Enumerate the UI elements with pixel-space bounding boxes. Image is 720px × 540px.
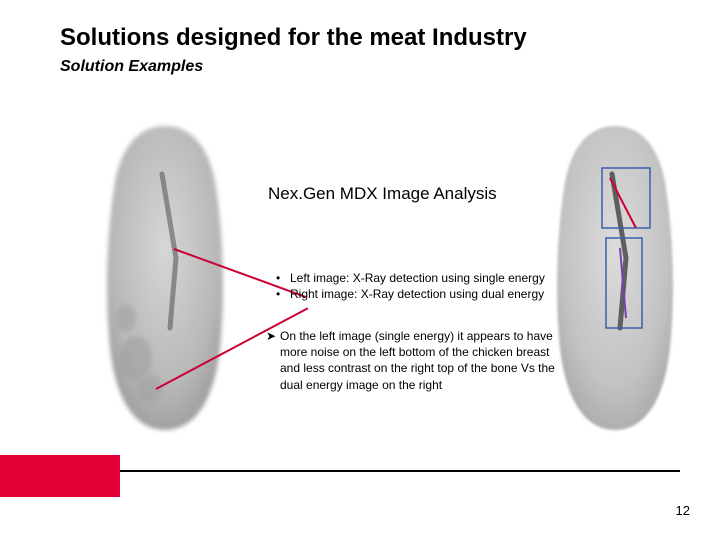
footer-rule [120, 470, 680, 472]
figure-left-single-energy [90, 118, 240, 438]
observation-note: ➤ On the left image (single energy) it a… [266, 328, 556, 393]
bullet-icon: • [276, 286, 290, 302]
brand-accent-block [0, 455, 120, 497]
bullet-text: Right image: X-Ray detection using dual … [290, 286, 544, 302]
figure-right-dual-energy [540, 118, 690, 438]
meat-outline [557, 126, 673, 430]
bullet-text: Left image: X-Ray detection using single… [290, 270, 545, 286]
page-title: Solutions designed for the meat Industry [60, 24, 527, 52]
noise-blob [116, 304, 136, 332]
list-item: • Right image: X-Ray detection using dua… [276, 286, 545, 302]
note-text: On the left image (single energy) it app… [280, 328, 556, 393]
list-item: • Left image: X-Ray detection using sing… [276, 270, 545, 286]
image-description-bullets: • Left image: X-Ray detection using sing… [276, 270, 545, 302]
page-subtitle: Solution Examples [60, 58, 203, 76]
arrow-icon: ➤ [266, 328, 280, 344]
noise-blob [120, 336, 152, 380]
page-number: 12 [676, 503, 690, 518]
section-title: Nex.Gen MDX Image Analysis [268, 184, 497, 204]
bullet-icon: • [276, 270, 290, 286]
